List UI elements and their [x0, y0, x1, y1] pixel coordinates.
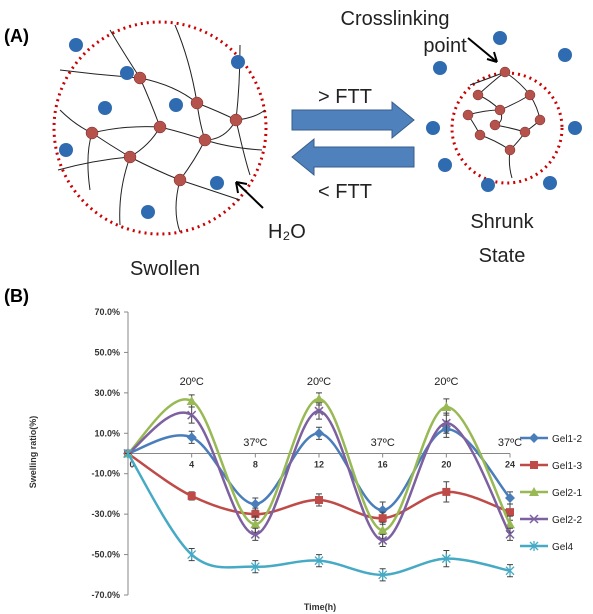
y-axis-label: Swelling ratio(%) — [28, 416, 38, 489]
crosslink-pointer — [468, 38, 497, 62]
legend-label: Gel1-2 — [552, 434, 582, 445]
point — [506, 508, 514, 516]
annotation: 20ºC — [180, 376, 204, 388]
panel-b: (B) Time(h) Swelling ratio(%) -70.0% -50.… — [4, 286, 582, 612]
legend-entry: Gel2-1 — [520, 487, 582, 499]
y-tick-label: -10.0% — [91, 469, 120, 479]
legend-entry: Gel1-3 — [520, 461, 582, 472]
y-tick-label: 50.0% — [94, 347, 120, 357]
swollen-label: Swollen — [130, 258, 200, 280]
legend-label: Gel1-3 — [552, 461, 582, 472]
y-tick-label: -30.0% — [91, 509, 120, 519]
x-axis-label: Time(h) — [304, 602, 336, 612]
point — [250, 499, 260, 509]
series — [124, 403, 514, 547]
backward-arrow — [292, 139, 414, 175]
shrunk-label: State — [479, 245, 526, 267]
legend-label: Gel2-1 — [552, 488, 582, 499]
point — [188, 492, 196, 500]
legend-entry: Gel4 — [520, 541, 574, 553]
point — [442, 488, 450, 496]
y-tick-label: 30.0% — [94, 388, 120, 398]
x-tick-label: 12 — [314, 460, 324, 470]
annotation: 37ºC — [371, 437, 395, 449]
point — [187, 432, 197, 442]
forward-label: > FTT — [318, 86, 372, 108]
legend-marker — [530, 461, 538, 469]
point — [314, 394, 324, 403]
point — [315, 496, 323, 504]
annotation: 37ºC — [243, 437, 267, 449]
legend-entry: Gel1-2 — [520, 433, 582, 445]
y-tick-label: -50.0% — [91, 550, 120, 560]
point — [188, 550, 196, 560]
point — [314, 428, 324, 438]
annotation: 20ºC — [434, 376, 458, 388]
legend-label: Gel2-2 — [552, 515, 582, 526]
crosslink-label: point — [423, 35, 467, 57]
backward-label: < FTT — [318, 181, 372, 203]
y-tick-label: 10.0% — [94, 428, 120, 438]
panel-a: (A) Crosslinking point > FTT < FTT H₂O S… — [4, 8, 582, 280]
x-tick-label: 24 — [505, 460, 515, 470]
x-tick-label: 16 — [378, 460, 388, 470]
legend-marker — [529, 433, 539, 443]
x-tick-label: 20 — [441, 460, 451, 470]
panel-label: (A) — [4, 26, 29, 46]
legend-entry: Gel2-2 — [520, 515, 582, 526]
y-tick-label: 70.0% — [94, 307, 120, 317]
figure: (A) Crosslinking point > FTT < FTT H₂O S… — [0, 0, 593, 614]
shrunk-label: Shrunk — [470, 211, 534, 233]
x-tick-label: 4 — [189, 460, 194, 470]
panel-label: (B) — [4, 286, 29, 306]
annotation: 20ºC — [307, 376, 331, 388]
shrunk-boundary — [452, 73, 562, 183]
crosslink-label: Crosslinking — [341, 8, 450, 30]
y-tick-label: -70.0% — [91, 590, 120, 600]
point — [379, 514, 387, 522]
annotation: 37ºC — [498, 437, 522, 449]
water-label: H₂O — [268, 221, 306, 243]
x-tick-label: 8 — [253, 460, 258, 470]
legend-label: Gel4 — [552, 542, 574, 553]
